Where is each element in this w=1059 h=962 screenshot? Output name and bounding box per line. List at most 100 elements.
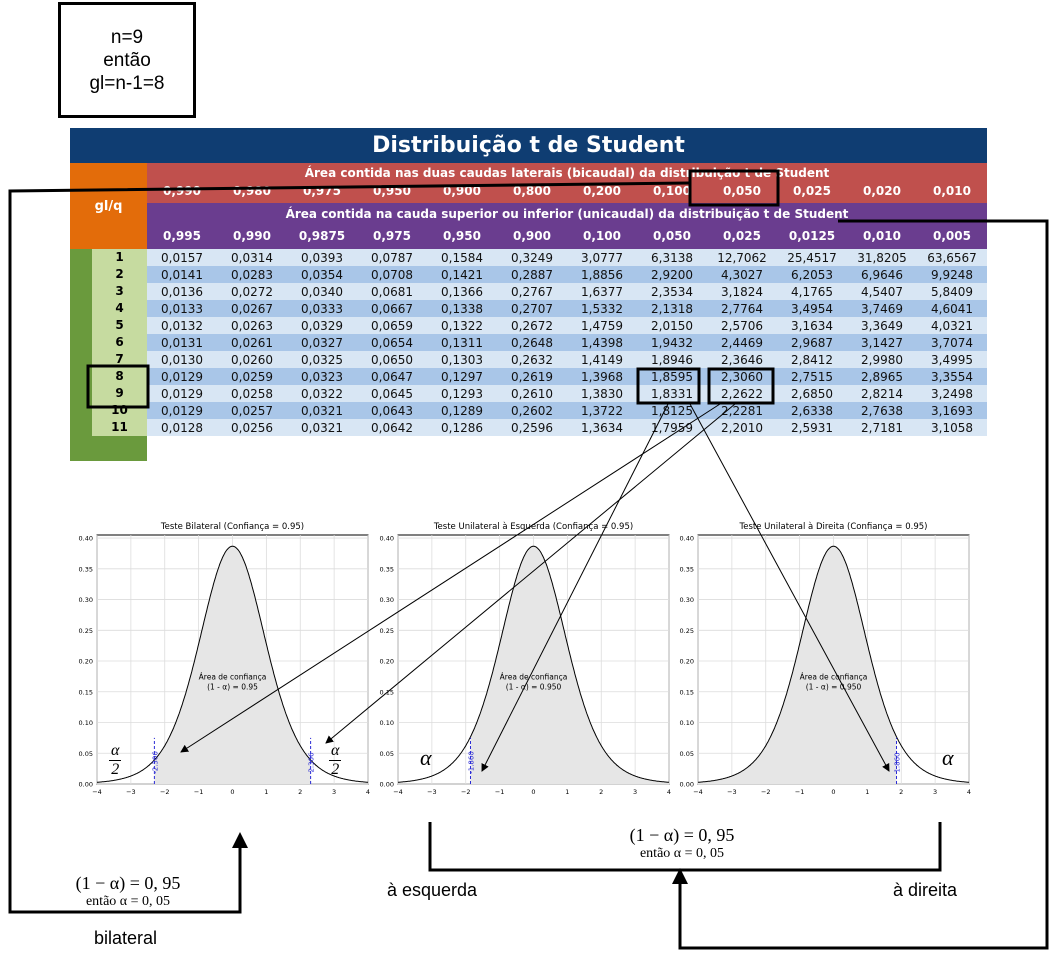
table-cell: 25,4517 xyxy=(787,250,837,265)
table-cell: 31,8205 xyxy=(857,250,907,265)
gl-cell: 3 xyxy=(92,283,147,300)
x-tick-label: −1 xyxy=(795,788,805,796)
table-cell: 2,2281 xyxy=(721,403,763,418)
note-line2: então xyxy=(103,49,151,71)
table-cell: 4,3027 xyxy=(721,267,763,282)
table-cell: 0,0681 xyxy=(371,284,413,299)
table-cell: 0,0645 xyxy=(371,386,413,401)
table-cell: 0,0333 xyxy=(301,301,343,316)
unicaudal-label: Área contida na cauda superior ou inferi… xyxy=(285,207,849,221)
table-cell: 2,4469 xyxy=(721,335,763,350)
gl-cell: 11 xyxy=(92,419,147,436)
table-row: 6 0,0131 0,0261 0,0327 0,0654 0,1311 0,2648 1,4… xyxy=(92,334,987,351)
y-tick-label: 0.40 xyxy=(680,535,694,543)
table-cell: 0,0314 xyxy=(231,250,273,265)
alpha-over-2-right: α 2 xyxy=(329,742,342,779)
table-cell: 0,0283 xyxy=(231,267,273,282)
x-tick-label: 1 xyxy=(264,788,268,796)
x-tick-label: −4 xyxy=(693,788,703,796)
table-cell: 0,2887 xyxy=(511,267,553,282)
table-cell: 2,7181 xyxy=(861,420,903,435)
table-cell: 0,2619 xyxy=(511,369,553,384)
y-tick-label: 0.15 xyxy=(680,688,694,696)
x-tick-label: 0 xyxy=(230,788,234,796)
table-cell: 1,8595 xyxy=(651,369,693,384)
table-cell: 0,2610 xyxy=(511,386,553,401)
table-cell: 0,1584 xyxy=(441,250,483,265)
critical-label: 2.306 xyxy=(308,752,316,773)
y-tick-label: 0.10 xyxy=(380,719,394,727)
area-label-2: (1 - α) = 0.950 xyxy=(806,682,862,691)
table-cell: 0,0322 xyxy=(301,386,343,401)
table-row: 1 0,0157 0,0314 0,0393 0,0787 0,1584 0,3249 3,0… xyxy=(92,249,987,266)
table-cell: 1,3830 xyxy=(581,386,623,401)
table-row: 7 0,0130 0,0260 0,0325 0,0650 0,1303 0,2632 1,4… xyxy=(92,351,987,368)
table-cell: 1,8946 xyxy=(651,352,693,367)
density-curve xyxy=(698,545,969,783)
table-cell: 1,4759 xyxy=(581,318,623,333)
table-cell: 0,0327 xyxy=(301,335,343,350)
alpha-over-2-left: α 2 xyxy=(109,742,122,779)
table-cell: 0,0321 xyxy=(301,420,343,435)
x-tick-label: −2 xyxy=(761,788,771,796)
x-tick-label: −3 xyxy=(427,788,437,796)
table-cell: 0,0667 xyxy=(371,301,413,316)
table-cell: 2,0150 xyxy=(651,318,693,333)
table-cell: 0,0136 xyxy=(161,284,203,299)
table-cell: 0,0787 xyxy=(371,250,413,265)
x-tick-label: −4 xyxy=(393,788,403,796)
area-label-1: Área de confiança xyxy=(800,672,868,681)
table-cell: 0,1286 xyxy=(441,420,483,435)
table-cell: 0,0257 xyxy=(231,403,273,418)
table-cell: 6,2053 xyxy=(791,267,833,282)
table-cell: 0,0354 xyxy=(301,267,343,282)
table-cell: 0,0323 xyxy=(301,369,343,384)
table-cell: 6,9646 xyxy=(861,267,903,282)
table-cell: 2,7764 xyxy=(721,301,763,316)
table-cell: 2,3646 xyxy=(721,352,763,367)
table-cell: 3,1693 xyxy=(931,403,973,418)
q-value: 0,990 xyxy=(233,229,271,243)
q-value: 0,010 xyxy=(863,229,901,243)
table-cell: 3,1824 xyxy=(721,284,763,299)
x-tick-label: 4 xyxy=(366,788,370,796)
x-tick-label: −1 xyxy=(495,788,505,796)
table-cell: 0,0642 xyxy=(371,420,413,435)
bicaudal-header: Área contida nas duas caudas laterais (b… xyxy=(147,163,987,203)
table-cell: 0,2596 xyxy=(511,420,553,435)
table-cell: 2,9200 xyxy=(651,267,693,282)
y-tick-label: 0.35 xyxy=(79,565,93,573)
label-direita: à direita xyxy=(893,880,958,900)
gl-cell: 6 xyxy=(92,334,147,351)
gl-cell: 8 xyxy=(92,368,147,385)
critical-label: -2.306 xyxy=(151,751,159,774)
q-value: 0,025 xyxy=(793,183,831,198)
table-cell: 5,8409 xyxy=(931,284,973,299)
table-cell: 3,1427 xyxy=(861,335,903,350)
q-value: 0,050 xyxy=(653,229,691,243)
table-cell: 2,3060 xyxy=(721,369,763,384)
table-cell: 9,9248 xyxy=(931,267,973,282)
critical-label: -1.860 xyxy=(467,751,475,774)
table-cell: 0,1421 xyxy=(441,267,483,282)
area-label-1: Área de confiança xyxy=(199,672,267,681)
table-cell: 0,0133 xyxy=(161,301,203,316)
table-cell: 0,0259 xyxy=(231,369,273,384)
y-tick-label: 0.25 xyxy=(79,627,93,635)
confidence-area xyxy=(698,546,897,784)
table-cell: 0,0261 xyxy=(231,335,273,350)
y-tick-label: 0.35 xyxy=(380,565,394,573)
table-cell: 0,0647 xyxy=(371,369,413,384)
chart-bilateral: 0.00 0.05 0.10 0.15 0.20 0.25 0.30 0.35 0.40 −4 −3… xyxy=(79,522,371,796)
y-tick-label: 0.05 xyxy=(680,750,694,758)
chart-title: Teste Unilateral à Esquerda (Confiança =… xyxy=(433,522,633,532)
y-tick-label: 0.30 xyxy=(79,596,93,604)
table-cell: 3,7469 xyxy=(861,301,903,316)
area-label-1: Área de confiança xyxy=(500,672,568,681)
gl-cell: 4 xyxy=(92,300,147,317)
x-tick-label: 0 xyxy=(831,788,835,796)
y-tick-label: 0.20 xyxy=(380,658,394,666)
label-bilateral: bilateral xyxy=(94,928,158,948)
table-cell: 4,0321 xyxy=(931,318,973,333)
y-tick-label: 0.10 xyxy=(680,719,694,727)
